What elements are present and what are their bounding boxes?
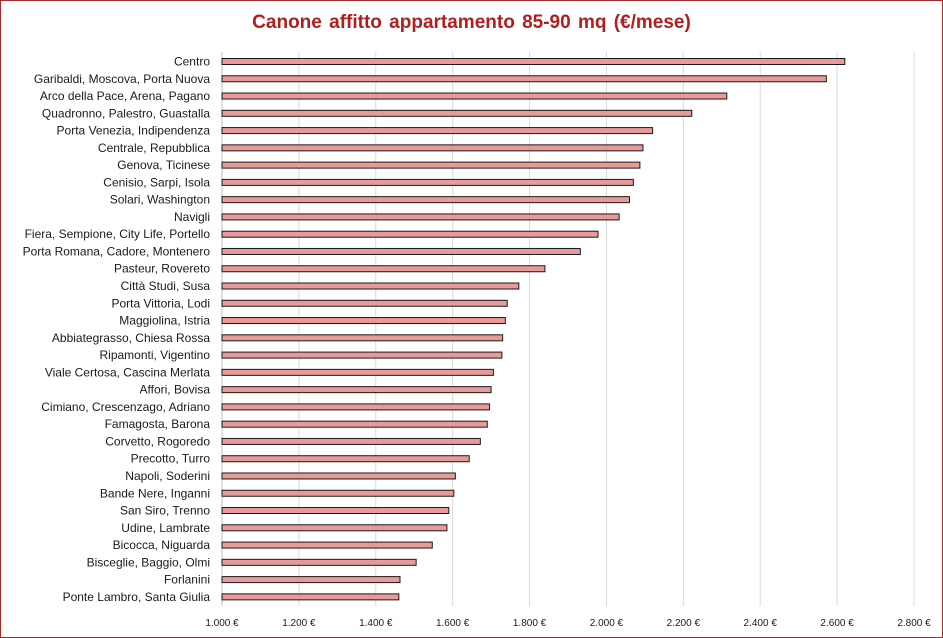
- x-tick-label: 1.600 €: [436, 618, 470, 629]
- bar: [221, 437, 481, 445]
- gridlines: [221, 52, 915, 606]
- category-label: Ponte Lambro, Santa Giulia: [63, 590, 211, 604]
- x-tick-label: 1.800 €: [513, 618, 547, 629]
- chart-title: Canone affitto appartamento 85-90 mq (€/…: [252, 12, 691, 33]
- bar: [221, 196, 631, 204]
- bar: [221, 75, 827, 83]
- x-tick-label: 2.400 €: [744, 618, 778, 629]
- category-label: Navigli: [174, 210, 210, 224]
- category-label: San Siro, Trenno: [120, 504, 210, 518]
- bar: [221, 472, 456, 480]
- bar: [221, 489, 455, 497]
- bar: [221, 558, 417, 566]
- bar: [221, 455, 470, 463]
- x-tick-label: 1.200 €: [282, 618, 316, 629]
- category-label: Abbiategrasso, Chiesa Rossa: [52, 331, 210, 345]
- category-label: Porta Venezia, Indipendenza: [57, 124, 211, 138]
- bar: [221, 265, 546, 273]
- category-label: Pasteur, Rovereto: [114, 262, 210, 276]
- category-label: Centrale, Repubblica: [98, 141, 210, 155]
- category-label: Fiera, Sempione, City Life, Portello: [25, 227, 211, 241]
- category-label: Città Studi, Susa: [121, 279, 211, 293]
- bar: [221, 317, 506, 325]
- category-label: Viale Certosa, Cascina Merlata: [45, 365, 211, 379]
- bar: [221, 213, 620, 221]
- x-tick-label: 2.000 €: [590, 618, 624, 629]
- x-tick-label: 2.600 €: [820, 618, 854, 629]
- category-label: Corvetto, Rogoredo: [105, 434, 210, 448]
- bar: [221, 541, 433, 549]
- bar: [221, 144, 644, 152]
- category-labels: Centro Garibaldi, Moscova, Porta Nuova Arc…: [23, 55, 211, 604]
- bar: [221, 161, 641, 169]
- category-label: Centro: [174, 55, 210, 69]
- bar: [221, 230, 599, 238]
- x-tick-label: 1.400 €: [359, 618, 393, 629]
- category-label: Affori, Bovisa: [140, 383, 211, 397]
- category-label: Garibaldi, Moscova, Porta Nuova: [34, 72, 210, 86]
- x-tick-label: 1.000 €: [205, 618, 239, 629]
- category-label: Maggiolina, Istria: [119, 314, 210, 328]
- category-label: Porta Romana, Cadore, Montenero: [23, 244, 211, 258]
- bar: [221, 334, 504, 342]
- x-tick-label: 2.200 €: [667, 618, 701, 629]
- bar: [221, 386, 492, 394]
- bar: [221, 282, 520, 290]
- bar: [221, 127, 654, 135]
- bar: [221, 58, 846, 65]
- category-label: Napoli, Soderini: [125, 469, 210, 483]
- bar: [221, 368, 494, 376]
- category-label: Precotto, Turro: [131, 452, 211, 466]
- bar: [221, 299, 508, 307]
- category-label: Cimiano, Crescenzago, Adriano: [41, 400, 210, 414]
- bar: [221, 420, 488, 428]
- bar: [221, 247, 581, 255]
- category-label: Solari, Washington: [110, 193, 210, 207]
- bar: [221, 507, 450, 515]
- bar: [221, 178, 634, 186]
- category-label: Quadronno, Palestro, Guastalla: [42, 106, 210, 120]
- category-label: Genova, Ticinese: [117, 158, 210, 172]
- category-label: Cenisio, Sarpi, Isola: [103, 175, 210, 189]
- category-label: Udine, Lambrate: [121, 521, 210, 535]
- category-label: Bicocca, Niguarda: [113, 538, 211, 552]
- bar: [221, 92, 728, 100]
- category-label: Forlanini: [164, 573, 210, 587]
- x-tick-label: 2.800 €: [897, 618, 931, 629]
- bar: [221, 403, 491, 411]
- category-label: Famagosta, Barona: [105, 417, 211, 431]
- category-label: Ripamonti, Vigentino: [99, 348, 210, 362]
- bar: [221, 109, 693, 117]
- bar: [221, 524, 448, 532]
- bar: [221, 593, 400, 601]
- category-label: Arco della Pace, Arena, Pagano: [40, 89, 210, 103]
- category-label: Bande Nere, Inganni: [100, 486, 210, 500]
- category-label: Bisceglie, Baggio, Olmi: [87, 555, 210, 569]
- bars: [221, 58, 846, 601]
- x-axis-ticks: 1.000 € 1.200 € 1.400 € 1.600 € 1.800 € 2.000…: [205, 618, 931, 629]
- bar: [221, 576, 401, 584]
- bar: [221, 351, 503, 359]
- category-label: Porta Vittoria, Lodi: [111, 296, 210, 310]
